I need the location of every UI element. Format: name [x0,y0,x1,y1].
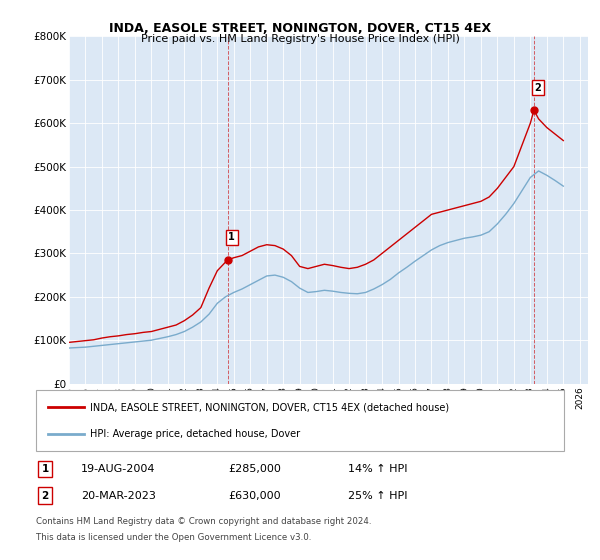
Text: INDA, EASOLE STREET, NONINGTON, DOVER, CT15 4EX: INDA, EASOLE STREET, NONINGTON, DOVER, C… [109,22,491,35]
Text: 2: 2 [535,83,541,92]
Text: 19-AUG-2004: 19-AUG-2004 [81,464,155,474]
Text: 1: 1 [229,232,235,242]
Text: Contains HM Land Registry data © Crown copyright and database right 2024.: Contains HM Land Registry data © Crown c… [36,517,371,526]
Text: 25% ↑ HPI: 25% ↑ HPI [348,491,407,501]
Text: 20-MAR-2023: 20-MAR-2023 [81,491,156,501]
Text: INDA, EASOLE STREET, NONINGTON, DOVER, CT15 4EX (detached house): INDA, EASOLE STREET, NONINGTON, DOVER, C… [90,402,449,412]
Text: HPI: Average price, detached house, Dover: HPI: Average price, detached house, Dove… [90,429,300,439]
Text: £630,000: £630,000 [228,491,281,501]
Text: Price paid vs. HM Land Registry's House Price Index (HPI): Price paid vs. HM Land Registry's House … [140,34,460,44]
Text: 14% ↑ HPI: 14% ↑ HPI [348,464,407,474]
Text: This data is licensed under the Open Government Licence v3.0.: This data is licensed under the Open Gov… [36,533,311,542]
Text: 2: 2 [41,491,49,501]
Text: 1: 1 [41,464,49,474]
Text: £285,000: £285,000 [228,464,281,474]
